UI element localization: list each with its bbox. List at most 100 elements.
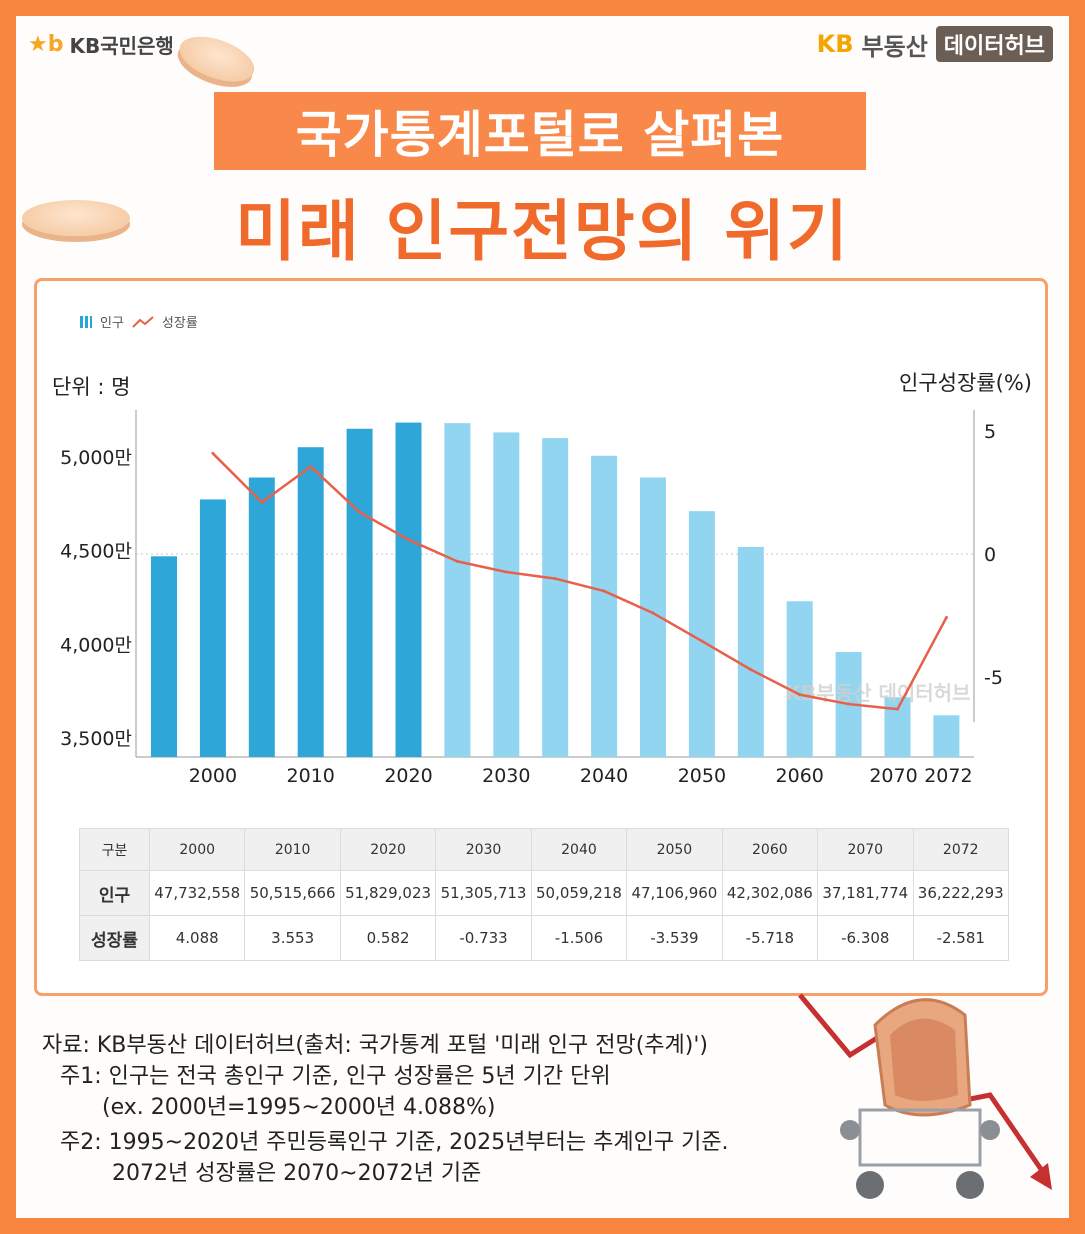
stroller-inner (890, 1018, 958, 1101)
growth-rate-line (212, 452, 948, 711)
table-year: 2010 (244, 828, 341, 871)
stroller-wheel (980, 1120, 1000, 1140)
coin-decoration-left (22, 200, 130, 236)
population-bar (151, 556, 177, 757)
stroller-wheel (956, 1171, 984, 1199)
x-tick-label: 2020 (384, 765, 432, 787)
population-bar (444, 423, 471, 757)
growth-cell: 3.553 (244, 915, 341, 961)
growth-cell: -3.539 (626, 915, 723, 961)
growth-rate-point (504, 570, 508, 574)
decline-arrowhead (1030, 1163, 1052, 1190)
growth-rate-point (700, 639, 704, 643)
population-cell: 37,181,774 (817, 870, 914, 916)
left-tick-label: 4,000만 (60, 634, 132, 656)
population-cell: 47,106,960 (626, 870, 723, 916)
population-bar (297, 447, 324, 757)
bar-legend-icon (80, 315, 92, 328)
growth-rate-point (407, 538, 410, 542)
population-bar (493, 432, 520, 757)
population-bar (346, 428, 373, 757)
page-title: 미래 인구전망의 위기 (235, 193, 850, 270)
table-row-growth: 성장률 4.088 3.553 0.582 -0.733 -1.506 -3.5… (79, 915, 1009, 961)
population-bar (542, 438, 569, 757)
table-row-population: 인구 47,732,558 50,515,666 51,829,023 51,3… (79, 870, 1009, 916)
population-bar (786, 601, 813, 757)
table-header-row: 구분 2000 2010 2020 2030 2040 2050 2060 20… (79, 828, 1009, 871)
growth-rate-point (944, 615, 948, 619)
watermark: KB부동산 데이터허브 (786, 681, 971, 705)
datahub-badge: 데이터허브 (935, 26, 1053, 62)
right-tick-label: 0 (984, 544, 996, 566)
x-tick-label: 2070 (869, 765, 917, 787)
x-tick-label: 2040 (580, 765, 628, 787)
population-bar (591, 455, 618, 757)
table-year: 2030 (435, 828, 532, 871)
growth-cell: 4.088 (148, 915, 246, 961)
left-tick-label: 3,500만 (60, 728, 132, 750)
data-table: 구분 2000 2010 2020 2030 2040 2050 2060 20… (79, 828, 1009, 961)
population-bar (688, 511, 715, 757)
growth-cell: 0.582 (339, 915, 437, 961)
kb-bank-name: KB국민은행 (69, 34, 174, 58)
growth-rate-point (455, 559, 459, 563)
growth-cell: -0.733 (435, 915, 532, 961)
population-bar (248, 477, 275, 757)
x-tick-label: 2060 (776, 765, 824, 787)
source-note: 자료: KB부동산 데이터허브(출처: 국가통계 포털 '미래 인구 전망(추계… (42, 1033, 708, 1058)
x-tick-label: 2050 (678, 765, 726, 787)
note-2: 주2: 1995~2020년 주민등록인구 기준, 2025년부터는 추계인구 … (60, 1130, 729, 1155)
line-legend-icon (132, 315, 154, 328)
chart-legend: 인구 성장률 (80, 312, 198, 331)
right-axis-label: 인구성장률(%) (899, 371, 1032, 395)
population-bar (884, 697, 911, 757)
growth-cell: -1.506 (530, 915, 628, 961)
population-bar (199, 499, 226, 757)
population-row-label: 인구 (79, 870, 150, 916)
table-header-label: 구분 (79, 828, 150, 871)
right-tick-label: 5 (984, 421, 996, 443)
table-year: 2020 (339, 828, 437, 871)
growth-cell: -2.581 (912, 915, 1009, 961)
x-tick-label: 2000 (189, 765, 237, 787)
kb-star-icon: ★b (28, 32, 64, 57)
population-cell: 36,222,293 (912, 870, 1009, 916)
kb-mark: KB (816, 30, 854, 58)
population-bar (737, 546, 764, 757)
table-year: 2000 (148, 828, 246, 871)
table-year: 2072 (912, 828, 1009, 871)
growth-rate-point (798, 693, 802, 697)
growth-rate-point (651, 611, 655, 615)
population-cell: 50,515,666 (244, 870, 341, 916)
population-cell: 51,305,713 (435, 870, 532, 916)
stroller-wheel (840, 1120, 860, 1140)
growth-rate-point (553, 577, 557, 581)
kb-realestate-logo: KB 부동산 데이터허브 (817, 26, 1053, 62)
growth-rate-point (896, 707, 899, 711)
note-2-detail: 2072년 성장률은 2070~2072년 기준 (112, 1161, 482, 1186)
stroller-frame (858, 1108, 982, 1167)
kb-bank-logo: ★b KB국민은행 (28, 30, 174, 59)
growth-rate-point (260, 500, 264, 504)
notes-section: 자료: KB부동산 데이터허브(출처: 국가통계 포털 '미래 인구 전망(추계… (42, 1030, 729, 1189)
table-year: 2050 (626, 828, 723, 871)
legend-growth: 성장률 (161, 316, 198, 331)
growth-cell: -5.718 (721, 915, 819, 961)
x-tick-label: 2030 (482, 765, 530, 787)
note-1-example: (ex. 2000년=1995~2000년 4.088%) (102, 1095, 496, 1120)
population-bar (395, 422, 422, 757)
left-tick-label: 4,500만 (60, 541, 132, 563)
growth-rate-point (211, 451, 215, 455)
growth-rate-point (602, 589, 606, 593)
realestate-name: 부동산 (861, 32, 928, 61)
legend-population: 인구 (100, 316, 124, 331)
population-cell: 51,829,023 (339, 870, 437, 916)
growth-rate-point (749, 668, 753, 672)
subtitle-text: 국가통계포털로 살펴본 (295, 106, 785, 164)
x-tick-label: 2010 (287, 765, 335, 787)
population-cell: 47,732,558 (148, 870, 246, 916)
left-tick-label: 5,000만 (60, 447, 132, 469)
table-year: 2060 (721, 828, 819, 871)
population-bar (933, 715, 960, 757)
right-tick-label: -5 (984, 667, 1003, 689)
